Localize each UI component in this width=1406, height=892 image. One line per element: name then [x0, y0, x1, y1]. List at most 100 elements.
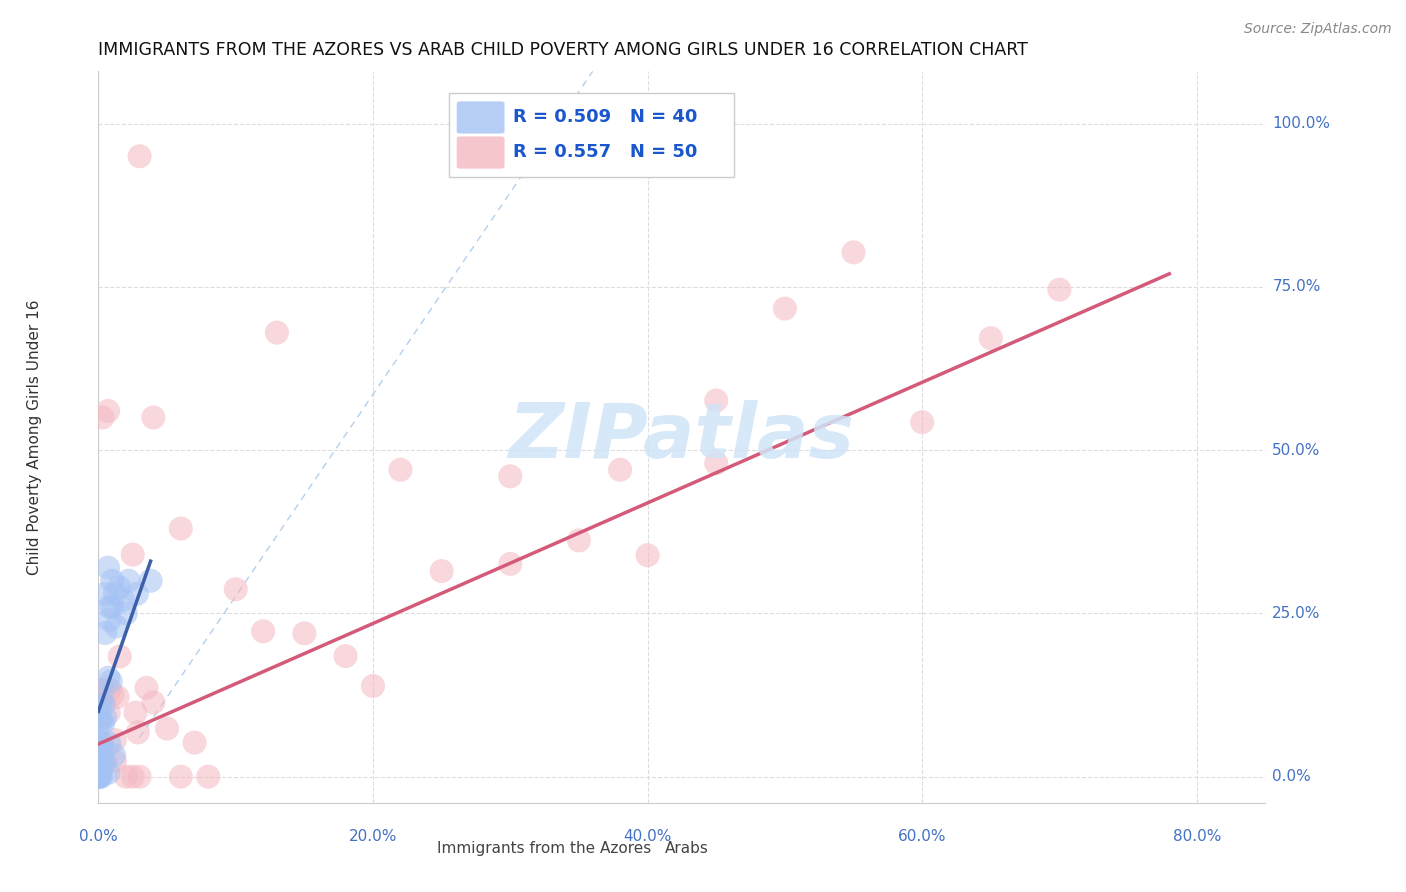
Point: [499, 469, 522, 483]
Point: [112, 593, 135, 607]
Point: [609, 463, 631, 477]
Text: R = 0.509   N = 40: R = 0.509 N = 40: [513, 108, 697, 126]
Point: [128, 770, 150, 784]
Point: [292, 626, 315, 640]
Text: Immigrants from the Azores: Immigrants from the Azores: [437, 841, 651, 856]
Point: [127, 725, 149, 739]
Point: [87, 734, 110, 748]
Point: [87, 708, 110, 723]
Point: [121, 770, 143, 784]
Text: 80.0%: 80.0%: [1173, 829, 1220, 844]
Point: [773, 301, 796, 316]
Point: [121, 548, 143, 562]
Text: ZIPatlas: ZIPatlas: [509, 401, 855, 474]
Text: Arabs: Arabs: [665, 841, 709, 856]
Text: 0.0%: 0.0%: [79, 829, 118, 844]
Point: [125, 587, 148, 601]
Point: [89, 700, 111, 714]
Point: [98, 599, 121, 614]
Point: [93, 756, 115, 770]
Point: [100, 674, 122, 689]
Point: [87, 770, 110, 784]
Point: [135, 681, 157, 695]
Point: [704, 456, 727, 470]
Text: IMMIGRANTS FROM THE AZORES VS ARAB CHILD POVERTY AMONG GIRLS UNDER 16 CORRELATIO: IMMIGRANTS FROM THE AZORES VS ARAB CHILD…: [98, 41, 1028, 59]
Point: [430, 564, 453, 578]
Point: [91, 410, 114, 425]
FancyBboxPatch shape: [449, 94, 734, 178]
Point: [89, 770, 111, 784]
FancyBboxPatch shape: [457, 102, 505, 134]
Text: 100.0%: 100.0%: [1272, 116, 1330, 131]
Point: [87, 740, 110, 755]
Point: [499, 557, 522, 571]
Point: [911, 415, 934, 429]
Text: 75.0%: 75.0%: [1272, 279, 1320, 294]
Point: [89, 748, 111, 763]
Point: [637, 548, 659, 562]
Point: [266, 326, 288, 340]
Point: [90, 742, 112, 756]
Point: [94, 626, 117, 640]
Point: [225, 582, 247, 597]
Text: 40.0%: 40.0%: [623, 829, 672, 844]
Point: [91, 739, 114, 753]
Point: [361, 679, 384, 693]
Point: [97, 706, 120, 720]
Point: [139, 574, 162, 588]
Point: [91, 747, 114, 762]
Point: [170, 770, 193, 784]
Point: [97, 404, 120, 418]
Point: [94, 587, 117, 601]
Point: [389, 463, 412, 477]
Point: [183, 736, 205, 750]
Point: [90, 770, 112, 784]
Text: 20.0%: 20.0%: [349, 829, 396, 844]
Point: [842, 245, 865, 260]
Text: Source: ZipAtlas.com: Source: ZipAtlas.com: [1244, 22, 1392, 37]
Text: 50.0%: 50.0%: [1272, 442, 1320, 458]
Point: [90, 765, 112, 780]
Point: [101, 574, 124, 588]
Point: [97, 765, 120, 780]
Point: [252, 624, 274, 639]
Point: [90, 683, 112, 698]
Point: [568, 533, 591, 548]
Point: [108, 580, 131, 594]
Point: [97, 671, 120, 685]
Point: [124, 706, 146, 720]
Point: [156, 722, 179, 736]
Point: [89, 744, 111, 758]
Text: R = 0.557   N = 50: R = 0.557 N = 50: [513, 143, 697, 161]
Point: [101, 688, 124, 702]
Point: [98, 613, 121, 627]
Point: [142, 410, 165, 425]
Point: [704, 393, 727, 408]
Point: [105, 619, 128, 633]
Point: [98, 682, 121, 697]
Point: [94, 756, 117, 770]
Text: 0.0%: 0.0%: [1272, 769, 1310, 784]
Point: [90, 712, 112, 726]
Point: [128, 149, 150, 163]
Point: [87, 770, 110, 784]
Point: [104, 587, 127, 601]
Point: [90, 690, 112, 705]
Text: 60.0%: 60.0%: [898, 829, 946, 844]
Point: [197, 770, 219, 784]
Point: [170, 521, 193, 535]
Point: [90, 736, 112, 750]
Point: [93, 682, 115, 697]
Point: [1049, 283, 1071, 297]
Point: [108, 649, 131, 664]
Point: [98, 737, 121, 751]
Point: [103, 748, 125, 763]
FancyBboxPatch shape: [398, 839, 432, 860]
Point: [91, 716, 114, 731]
Point: [107, 690, 129, 704]
Point: [97, 560, 120, 574]
Point: [335, 649, 357, 664]
Point: [89, 715, 111, 730]
Point: [142, 695, 165, 709]
FancyBboxPatch shape: [457, 136, 505, 169]
